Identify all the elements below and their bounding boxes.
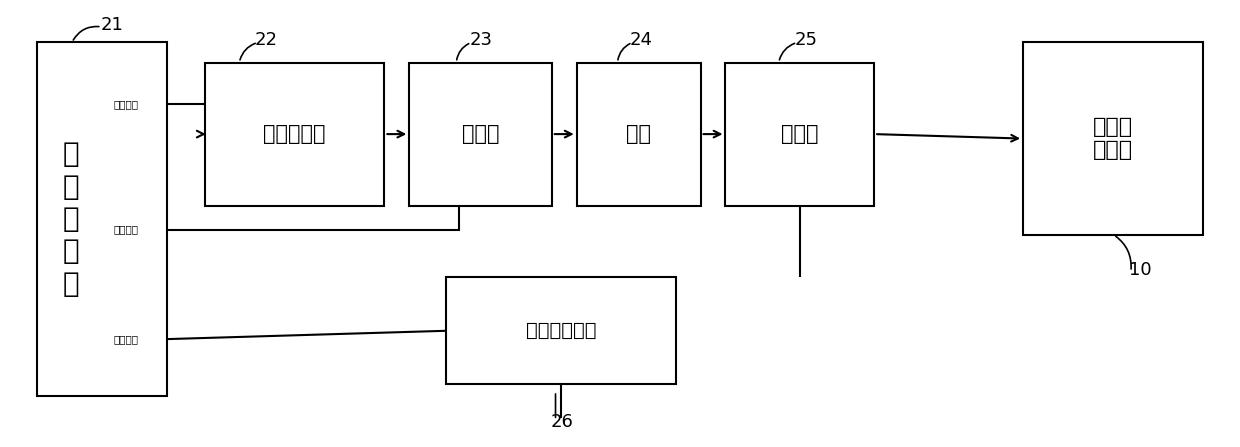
Text: 发送端口: 发送端口: [113, 99, 138, 109]
Bar: [37, 42, 167, 396]
Text: 开关: 开关: [626, 124, 651, 144]
Text: 射频放大器: 射频放大器: [263, 124, 326, 144]
Text: 21: 21: [100, 16, 123, 34]
Bar: [1023, 42, 1203, 235]
Text: 24: 24: [630, 31, 652, 49]
Bar: [725, 63, 874, 206]
Text: 耦合器: 耦合器: [781, 124, 818, 144]
Bar: [205, 63, 384, 206]
Text: 射
频
收
发
器: 射 频 收 发 器: [63, 140, 79, 298]
Text: 26: 26: [551, 413, 573, 431]
Bar: [409, 63, 552, 206]
Text: 滤波器: 滤波器: [461, 124, 500, 144]
Text: 短路焊
盘组合: 短路焊 盘组合: [1092, 117, 1133, 160]
Text: 接收端口: 接收端口: [113, 225, 138, 235]
Text: 22: 22: [255, 31, 278, 49]
Bar: [446, 277, 676, 384]
Text: 衰减网络电路: 衰减网络电路: [526, 321, 596, 340]
Text: 反馈端口: 反馈端口: [113, 334, 138, 344]
Bar: [577, 63, 701, 206]
Text: 10: 10: [1130, 261, 1152, 279]
Text: 25: 25: [795, 31, 817, 49]
Text: 23: 23: [470, 31, 492, 49]
